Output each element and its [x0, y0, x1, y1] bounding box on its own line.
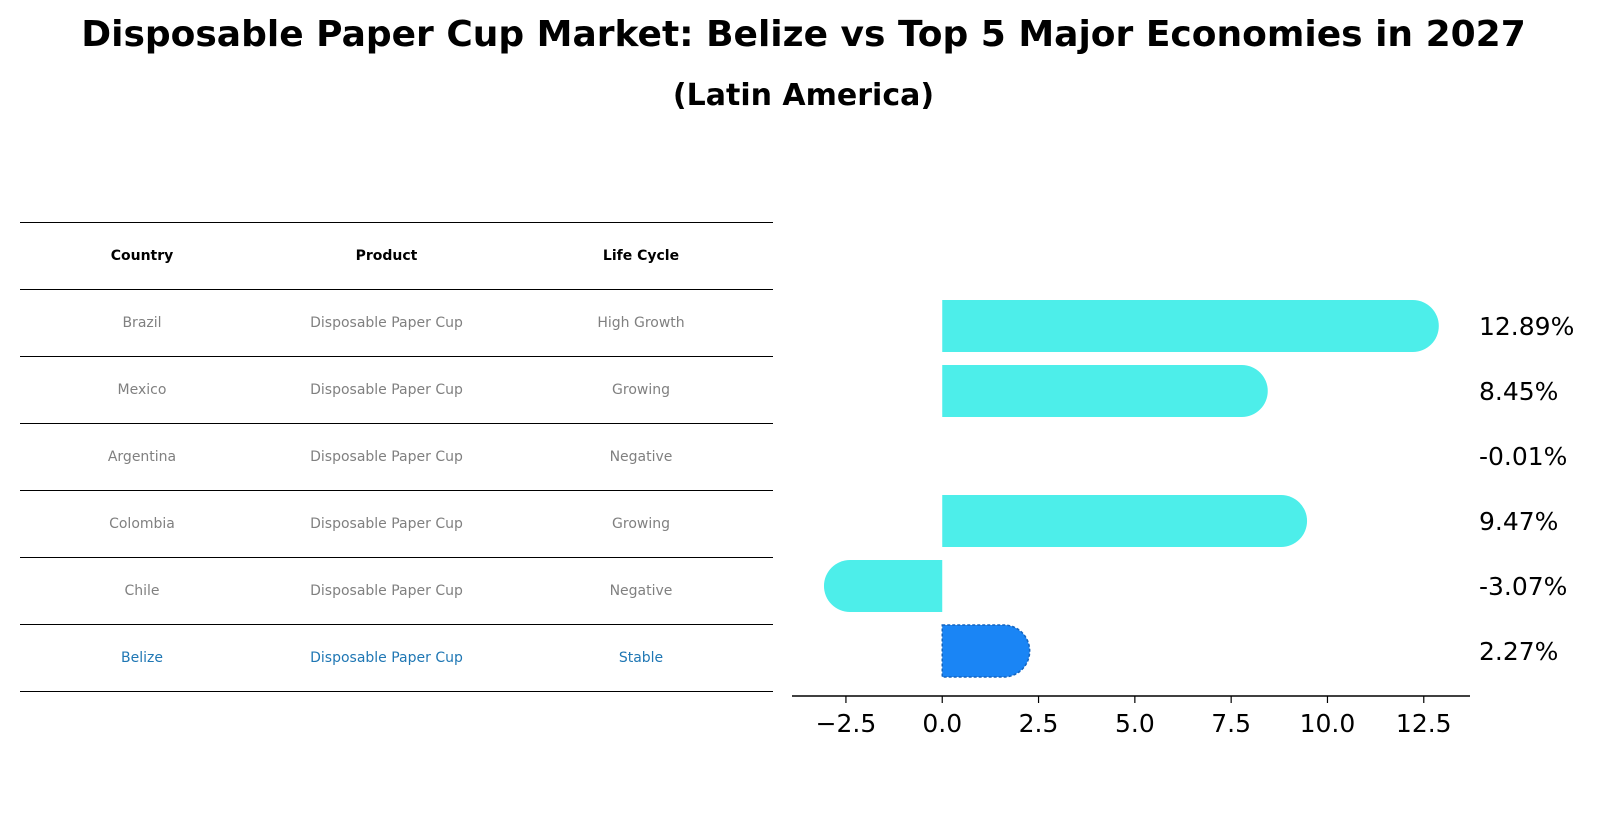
table-row: Brazil Disposable Paper Cup High Growth	[20, 289, 773, 357]
cell-country: Mexico	[20, 356, 264, 424]
cell-product: Disposable Paper Cup	[264, 490, 509, 558]
x-tick-label: 12.5	[1396, 709, 1452, 738]
cell-country: Argentina	[20, 423, 264, 491]
x-tick-label: 2.5	[1019, 709, 1059, 738]
x-tick-label: −2.5	[816, 709, 877, 738]
table-row: Argentina Disposable Paper Cup Negative	[20, 423, 773, 491]
bar-highlight	[941, 624, 1031, 678]
table-row: Colombia Disposable Paper Cup Growing	[20, 490, 773, 558]
x-tick-label: 10.0	[1300, 709, 1356, 738]
header-life-cycle: Life Cycle	[509, 222, 773, 290]
cell-product: Disposable Paper Cup	[264, 423, 509, 491]
data-label: 8.45%	[1479, 377, 1558, 406]
cell-country: Brazil	[20, 289, 264, 357]
cell-country: Chile	[20, 557, 264, 625]
data-label: -0.01%	[1479, 442, 1567, 471]
data-table: Country Product Life Cycle Brazil Dispos…	[20, 222, 773, 692]
bar	[942, 495, 1308, 547]
x-tick-label: 7.5	[1211, 709, 1251, 738]
cell-life-cycle: Negative	[509, 557, 773, 625]
data-label: 12.89%	[1479, 312, 1574, 341]
bar	[823, 560, 943, 612]
table-header-row: Country Product Life Cycle	[20, 222, 773, 290]
data-label: 2.27%	[1479, 637, 1558, 666]
chart-title: Disposable Paper Cup Market: Belize vs T…	[81, 14, 1526, 55]
cell-life-cycle: Growing	[509, 356, 773, 424]
header-product: Product	[264, 222, 509, 290]
cell-country: Belize	[20, 624, 264, 692]
cell-product: Disposable Paper Cup	[264, 289, 509, 357]
data-label: 9.47%	[1479, 507, 1558, 536]
table-row: Mexico Disposable Paper Cup Growing	[20, 356, 773, 424]
cell-product: Disposable Paper Cup	[264, 557, 509, 625]
cell-life-cycle: Negative	[509, 423, 773, 491]
cell-life-cycle: Stable	[509, 624, 773, 692]
cell-life-cycle: High Growth	[509, 289, 773, 357]
chart-subtitle: (Latin America)	[672, 78, 935, 113]
x-tick-label: 5.0	[1115, 709, 1155, 738]
table-row: Chile Disposable Paper Cup Negative	[20, 557, 773, 625]
cell-product: Disposable Paper Cup	[264, 356, 509, 424]
data-label: -3.07%	[1479, 572, 1567, 601]
x-tick-label: 0.0	[922, 709, 962, 738]
cell-life-cycle: Growing	[509, 490, 773, 558]
cell-product: Disposable Paper Cup	[264, 624, 509, 692]
header-country: Country	[20, 222, 264, 290]
table-row-highlight: Belize Disposable Paper Cup Stable	[20, 624, 773, 692]
bar	[942, 300, 1439, 352]
cell-country: Colombia	[20, 490, 264, 558]
bar	[942, 365, 1268, 417]
